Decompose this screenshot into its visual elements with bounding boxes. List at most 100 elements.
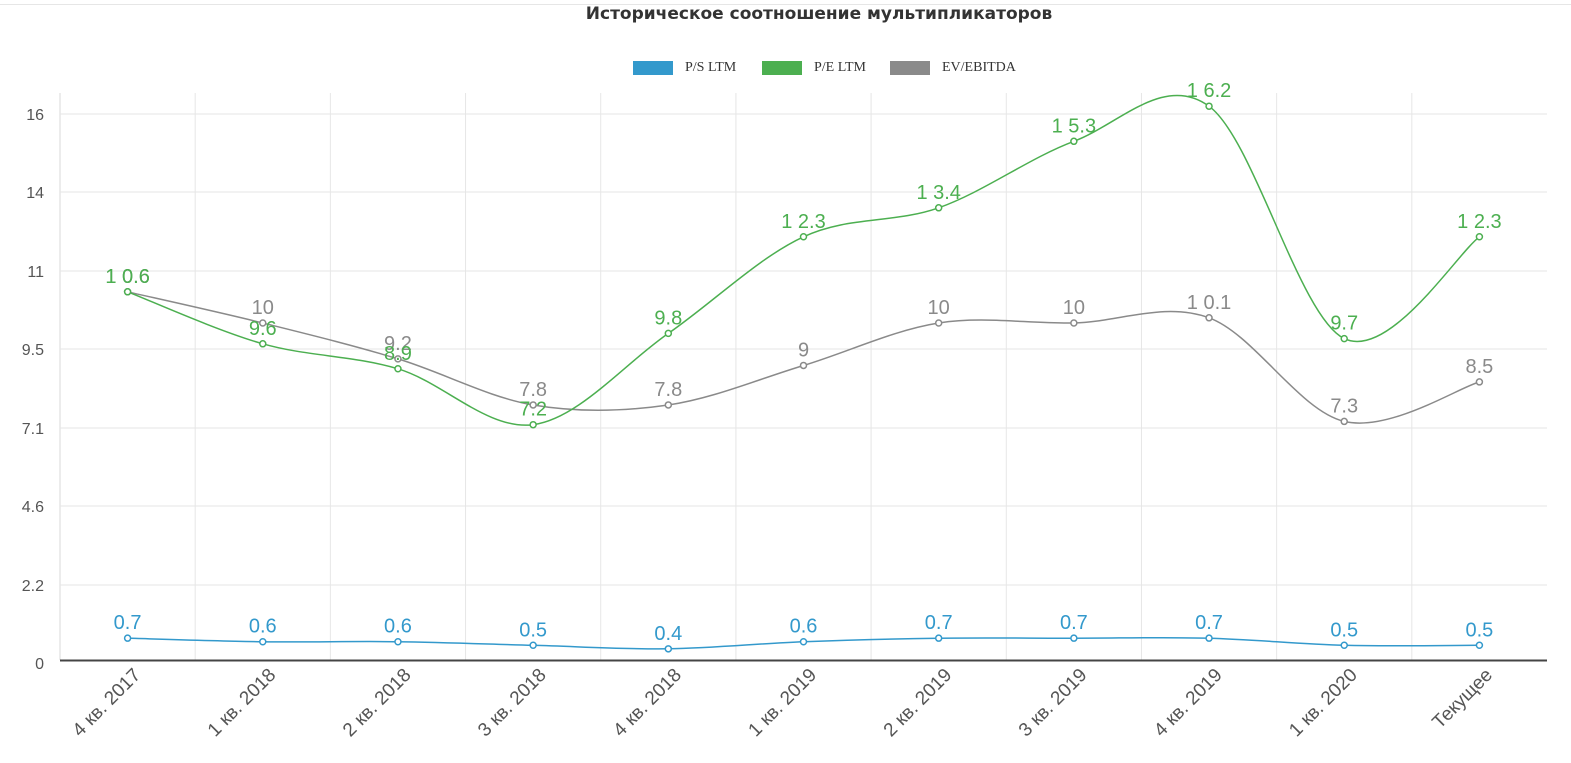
data-point-pe [394, 365, 402, 373]
y-tick-label: 2.2 [22, 578, 44, 595]
x-tick-label: 2 кв. 2019 [880, 665, 956, 741]
data-point-pe [1205, 102, 1213, 110]
data-point-ev [394, 355, 402, 363]
data-point-ev [799, 361, 808, 370]
y-tick-label: 14 [26, 185, 44, 202]
x-tick-label: Текущее [1429, 665, 1497, 733]
data-point-ev [259, 319, 267, 327]
data-point-ps [394, 637, 402, 646]
x-tick-label: 1 кв. 2018 [204, 665, 280, 741]
data-label-ev: 10 [1063, 297, 1085, 319]
data-point-ps [1340, 641, 1348, 650]
series-ev: 1 0.6 10 9.2 7.8 7.8 9 10 10 1 0.1 7.3 8.5 [105, 266, 1494, 426]
chart-title: Историческое соотношение мультипликаторо… [585, 4, 1053, 24]
x-tick-label: 3 кв. 2019 [1015, 665, 1091, 741]
data-label-pe: 1 2.3 [781, 211, 825, 233]
data-point-pe [1070, 137, 1078, 146]
x-tick-label: 4 кв. 2018 [609, 665, 685, 741]
data-label-ps: 0.6 [384, 616, 412, 638]
data-point-ps [934, 634, 943, 642]
data-point-ps [799, 637, 808, 646]
data-label-ps: 0.7 [1060, 612, 1088, 634]
data-point-ps [123, 634, 132, 642]
data-label-ps: 0.5 [1330, 619, 1358, 641]
x-tick-label: 3 кв. 2018 [474, 665, 550, 741]
data-point-ev [529, 401, 537, 409]
x-tick-label: 4 кв. 2019 [1150, 665, 1226, 741]
data-point-pe [123, 288, 132, 296]
y-tick-label: 11 [27, 264, 44, 281]
data-label-ev: 10 [928, 297, 950, 319]
y-tick-label: 4.6 [22, 499, 44, 516]
data-label-ps: 0.4 [654, 623, 682, 645]
legend-swatch-pe [762, 61, 802, 75]
data-point-pe [529, 420, 537, 429]
data-label-ps: 0.7 [925, 612, 953, 634]
series-pe: 1 0.6 9.6 8.9 7.2 9.8 1 2.3 1 3.4 1 5.3 1 6.2 9.7… [105, 80, 1502, 429]
data-label-pe: 1 0.6 [105, 266, 149, 288]
data-point-ps [664, 645, 673, 653]
legend-item-ev[interactable]: EV/EBITDA [890, 60, 1016, 76]
series-line-pe [127, 94, 1480, 426]
data-point-ev [1205, 314, 1213, 322]
data-point-pe [1340, 334, 1348, 343]
data-label-pe: 7.2 [519, 399, 547, 421]
x-tick-label: 1 кв. 2019 [745, 665, 821, 741]
data-label-pe: 9.6 [249, 318, 277, 340]
y-tick-label: 0 [35, 656, 44, 673]
legend-swatch-ev [890, 61, 930, 75]
y-tick-label: 9.5 [22, 342, 44, 359]
x-tick-label: 2 кв. 2018 [339, 665, 415, 741]
data-label-ps: 0.7 [114, 612, 142, 634]
data-label-pe: 1 6.2 [1187, 80, 1231, 102]
data-point-ev [934, 319, 943, 327]
data-point-ev [1340, 417, 1348, 426]
data-point-pe [1475, 233, 1484, 241]
data-label-ev: 10 [252, 297, 274, 319]
legend-item-ps[interactable]: P/S LTM [633, 60, 736, 76]
data-label-ev: 1 0.6 [105, 266, 149, 288]
data-label-pe: 8.9 [384, 343, 412, 365]
data-point-ps [259, 637, 267, 646]
data-point-pe [799, 233, 808, 241]
x-tick-label: 1 кв. 2020 [1285, 665, 1361, 741]
data-point-ev [1475, 378, 1484, 386]
data-label-ps: 0.5 [1466, 619, 1494, 641]
legend: P/S LTM P/E LTM EV/EBITDA [0, 60, 1571, 82]
legend-swatch-ps [633, 61, 673, 75]
data-label-ps: 0.5 [519, 619, 547, 641]
data-point-ps [1205, 634, 1213, 642]
data-label-ev: 9.2 [384, 333, 412, 355]
legend-item-pe[interactable]: P/E LTM [762, 60, 866, 76]
data-label-pe: 9.8 [654, 307, 682, 329]
data-point-ps [1475, 641, 1484, 650]
data-point-pe [934, 204, 943, 212]
data-point-pe [259, 340, 267, 348]
data-label-ps: 0.6 [790, 616, 818, 638]
data-point-ev [1070, 319, 1078, 327]
data-label-ev: 1 0.1 [1187, 292, 1231, 314]
data-label-pe: 1 5.3 [1052, 115, 1096, 137]
data-label-ev: 8.5 [1466, 356, 1494, 378]
data-label-ev: 7.8 [519, 379, 547, 401]
legend-label-ps: P/S LTM [685, 60, 737, 75]
data-label-ps: 0.6 [249, 616, 277, 638]
data-label-pe: 9.7 [1330, 313, 1358, 335]
legend-label-ev: EV/EBITDA [942, 60, 1016, 75]
data-point-pe [664, 329, 673, 338]
data-point-ps [1070, 634, 1078, 642]
data-point-ev [664, 401, 673, 409]
legend-label-pe: P/E LTM [814, 60, 866, 75]
y-tick-label: 16 [26, 107, 44, 124]
data-label-ps: 0.7 [1195, 612, 1223, 634]
data-label-ev: 9 [798, 339, 809, 361]
data-label-ev: 7.8 [654, 379, 682, 401]
y-tick-label: 7.1 [22, 421, 44, 438]
data-label-ev: 7.3 [1330, 395, 1358, 417]
top-border [0, 4, 1571, 5]
x-tick-label: 4 кв. 2017 [69, 665, 145, 741]
data-point-ps [529, 641, 537, 650]
series-ps: 0.7 0.6 0.6 0.5 0.4 0.6 0.7 0.7 0.7 0.5 0.5 [114, 612, 1494, 653]
data-label-pe: 1 3.4 [916, 182, 960, 204]
